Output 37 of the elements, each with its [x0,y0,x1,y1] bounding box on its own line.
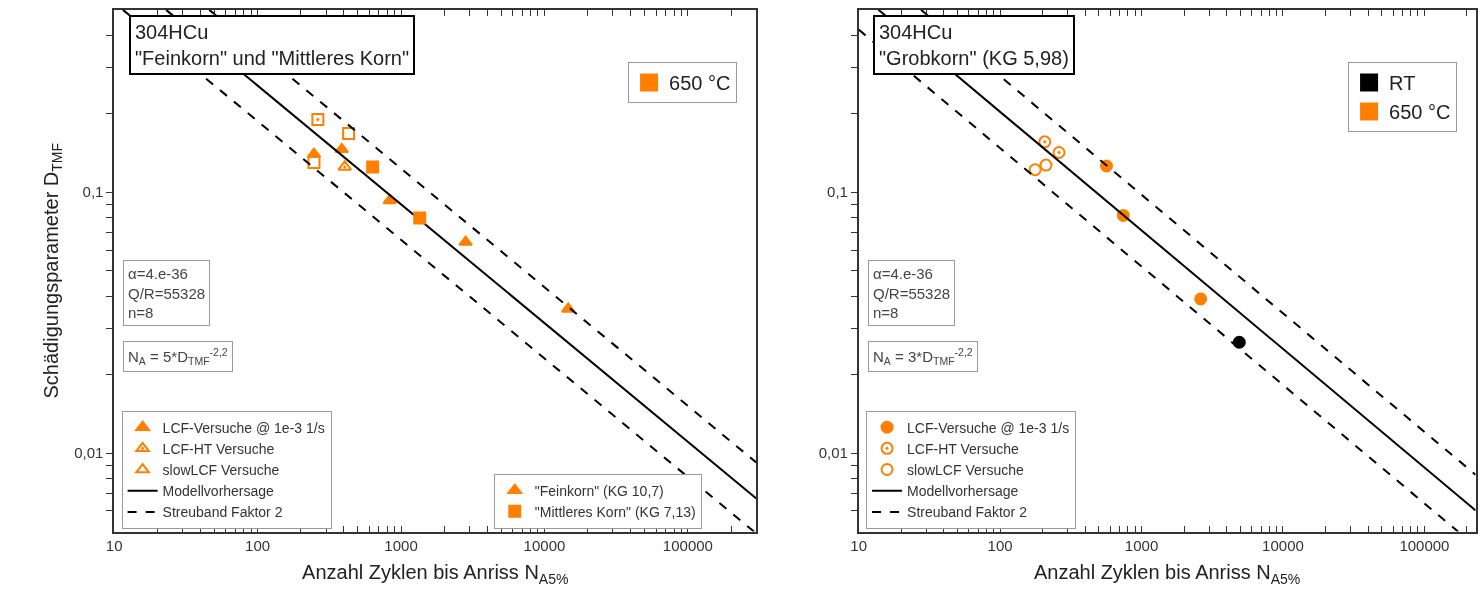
y-tick-label: 0,01 [74,444,104,462]
annotation: α=4.e-36 Q/R=55328 n=8 [128,265,206,321]
legend-label: slowLCF Versuche [907,461,1024,478]
x-tick-label: 10 [105,537,123,555]
legend-label: LCF-HT Versuche [907,440,1020,457]
text: 304HCu [135,21,209,43]
x-tick-label: 1000 [384,537,418,555]
x-axis-title: Anzahl Zyklen bis Anriss N$_{A5%}$ [1033,561,1301,587]
text: "Feinkorn" und "Mittleres Korn" [135,47,410,69]
legend-label: "Mittleres Korn" (KG 7,13) [534,503,696,520]
text: 304HCu [879,21,953,43]
legend-label: Modellvorhersage [907,483,1019,500]
legend-label: LCF-Versuche @ 1e-3 1/s [907,419,1070,436]
x-tick-label: 10 [850,537,867,555]
legend-label: Streuband Faktor 2 [162,504,283,521]
x-tick-label: 100 [987,537,1013,555]
legend-label: LCF-Versuche @ 1e-3 1/s [162,419,325,436]
x-tick-label: 10000 [523,537,566,555]
x-tick-label: 100000 [1399,537,1450,555]
y-tick-label: 0,1 [827,183,848,201]
x-axis-title: Anzahl Zyklen bis Anriss N$_{A5%}$ [302,561,569,587]
legend-label: 650 °C [1389,101,1451,124]
x-tick-label: 1000 [1124,537,1159,555]
text: "Grobkorn" (KG 5,98) [879,47,1069,69]
legend-label: 650 °C [669,72,731,95]
x-tick-label: 10000 [1262,537,1304,555]
legend-label: LCF-HT Versuche [162,440,275,457]
y-tick-label: 0,1 [82,183,104,201]
annotation: α=4.e-36 Q/R=55328 n=8 [873,265,951,321]
legend-label: "Feinkorn" (KG 10,7) [534,482,664,499]
x-tick-label: 100000 [662,537,713,555]
legend-label: slowLCF Versuche [162,461,280,478]
legend-label: Modellvorhersage [162,483,275,500]
legend-label: RT [1389,72,1416,95]
x-tick-label: 100 [245,537,271,555]
legend-label: Streuband Faktor 2 [907,504,1028,521]
y-tick-label: 0,01 [818,444,848,462]
